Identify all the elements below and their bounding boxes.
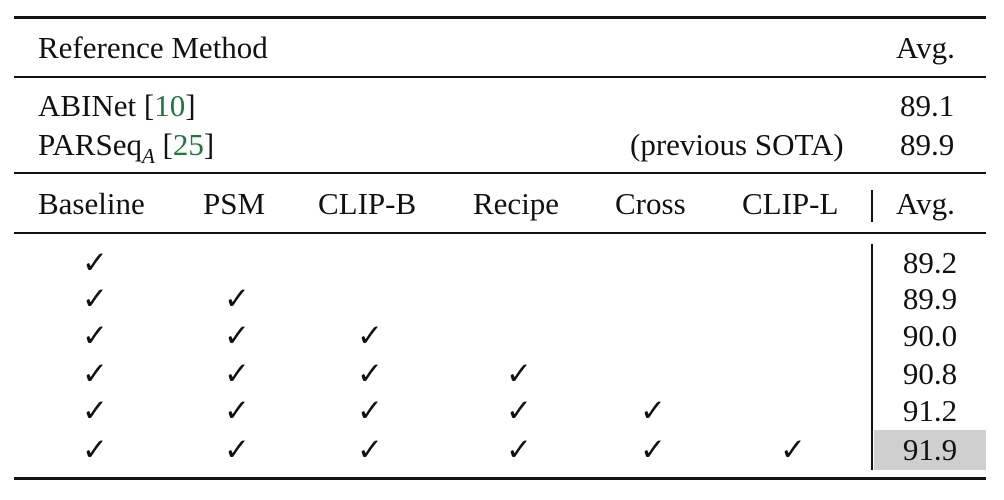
reference-avg-parseq: 89.9: [900, 127, 955, 162]
column-header-avg: Avg.: [896, 186, 955, 221]
avg-cell: 89.2: [902, 245, 958, 280]
check-mark-icon: ✓: [82, 432, 108, 468]
check-mark-icon: ✓: [780, 432, 806, 468]
avg-cell: 90.8: [902, 356, 958, 391]
check-mark-icon: ✓: [224, 393, 250, 429]
body-avg-separator: [871, 244, 873, 470]
check-mark-icon: ✓: [640, 393, 666, 429]
method-subscript: A: [141, 144, 155, 168]
check-mark-icon: ✓: [82, 281, 108, 317]
reference-note-parseq: (previous SOTA): [630, 127, 844, 162]
check-mark-icon: ✓: [82, 356, 108, 392]
method-name: ABINet: [38, 88, 137, 123]
avg-cell: 89.9: [902, 281, 958, 316]
reference-method-header: Reference Method: [38, 30, 268, 65]
citation-link[interactable]: 25: [172, 127, 204, 162]
header-avg-separator: [871, 190, 873, 222]
check-mark-icon: ✓: [224, 318, 250, 354]
ablation-header-rule: [14, 232, 986, 234]
column-header-cross: Cross: [615, 186, 686, 221]
check-mark-icon: ✓: [224, 432, 250, 468]
best-avg-cell: 91.9: [874, 430, 986, 470]
check-mark-icon: ✓: [82, 318, 108, 354]
check-mark-icon: ✓: [506, 356, 532, 392]
check-mark-icon: ✓: [224, 356, 250, 392]
check-mark-icon: ✓: [357, 432, 383, 468]
reference-avg-header: Avg.: [896, 30, 955, 65]
check-mark-icon: ✓: [640, 432, 666, 468]
citation-link[interactable]: 10: [154, 88, 186, 123]
reference-row-abinet: ABINet [10]: [38, 88, 196, 123]
reference-row-parseq: PARSeqA [25]: [38, 127, 215, 168]
method-name: PARSeq: [38, 127, 142, 162]
column-header-clip-l: CLIP-L: [742, 186, 839, 221]
column-header-baseline: Baseline: [38, 186, 145, 221]
check-mark-icon: ✓: [82, 393, 108, 429]
check-mark-icon: ✓: [357, 356, 383, 392]
check-mark-icon: ✓: [506, 432, 532, 468]
avg-cell: 90.0: [902, 318, 958, 353]
avg-cell: 91.2: [902, 393, 958, 428]
check-mark-icon: ✓: [357, 318, 383, 354]
top-rule: [14, 16, 986, 19]
check-mark-icon: ✓: [82, 245, 108, 281]
header-rule: [14, 76, 986, 78]
reference-avg-abinet: 89.1: [900, 88, 955, 123]
column-header-psm: PSM: [203, 186, 266, 221]
check-mark-icon: ✓: [224, 281, 250, 317]
check-mark-icon: ✓: [357, 393, 383, 429]
bottom-rule: [14, 477, 986, 480]
section-rule: [14, 172, 986, 174]
check-mark-icon: ✓: [506, 393, 532, 429]
column-header-recipe: Recipe: [473, 186, 560, 221]
column-header-clip-b: CLIP-B: [318, 186, 417, 221]
